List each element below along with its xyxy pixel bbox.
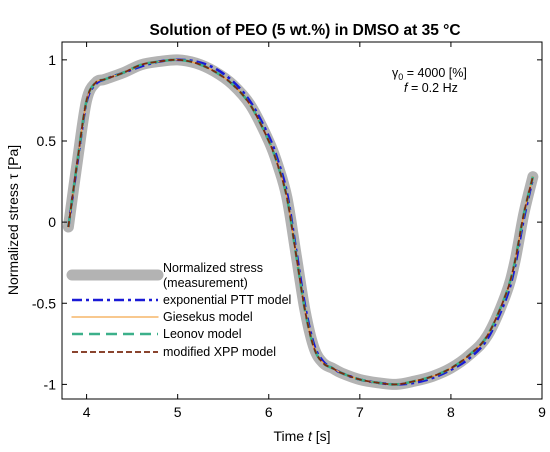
y-axis: -1 -0.5 0 0.5 1 xyxy=(32,52,542,392)
legend-label-measurement-line2: (measurement) xyxy=(163,276,248,290)
legend-label-giesekus: Giesekus model xyxy=(163,310,253,324)
series-layer xyxy=(62,54,539,390)
x-tick-label: 9 xyxy=(538,404,546,420)
annotation-gamma: γ0 = 4000 [%] xyxy=(392,66,467,82)
annotation-frequency: f = 0.2 Hz xyxy=(404,81,458,95)
legend-label-ptt: exponential PTT model xyxy=(163,293,291,307)
y-tick-label: 1 xyxy=(48,52,56,68)
x-tick-label: 4 xyxy=(83,404,91,420)
legend: Normalized stress (measurement) exponent… xyxy=(66,261,291,359)
x-tick-label: 8 xyxy=(447,404,455,420)
legend-label-leonov: Leonov model xyxy=(163,327,242,341)
x-axis: 4 5 6 7 8 9 xyxy=(83,42,546,420)
y-tick-label: 0.5 xyxy=(37,133,57,149)
x-tick-label: 6 xyxy=(265,404,273,420)
series-modified-xpp xyxy=(67,58,534,386)
legend-label-measurement: Normalized stress xyxy=(163,261,263,275)
legend-label-xpp: modified XPP model xyxy=(163,345,276,359)
y-axis-label: Normalized stress τ [Pa] xyxy=(5,145,21,295)
y-tick-label: 0 xyxy=(48,214,56,230)
y-tick-label: -0.5 xyxy=(32,295,56,311)
x-tick-label: 5 xyxy=(174,404,182,420)
x-tick-label: 7 xyxy=(356,404,364,420)
plot-frame xyxy=(61,41,543,400)
plot-area xyxy=(62,42,542,399)
chart-title: Solution of PEO (5 wt.%) in DMSO at 35 °… xyxy=(149,22,460,39)
x-axis-label: Time t [s] xyxy=(273,428,330,444)
y-tick-label: -1 xyxy=(44,376,57,392)
